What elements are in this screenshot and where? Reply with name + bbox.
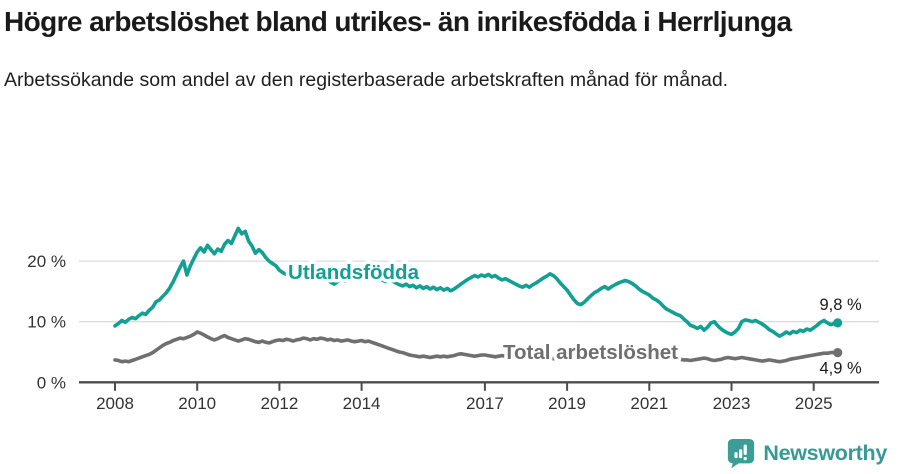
newsworthy-logo-icon bbox=[728, 438, 755, 469]
series-line-0 bbox=[113, 226, 840, 338]
page-title: Högre arbetslöshet bland utrikes- än inr… bbox=[4, 6, 792, 37]
line-chart: 0 % 10 % 20 % 2008 2010 2012 2014 2017 2019 2021 2… bbox=[27, 226, 879, 413]
x-tick-label: 2010 bbox=[178, 394, 216, 413]
x-tick-label: 2021 bbox=[630, 394, 668, 413]
brand-wordmark: Newsworthy bbox=[763, 440, 887, 465]
x-tick-label: 2017 bbox=[466, 394, 504, 413]
brand-footer: Newsworthy bbox=[726, 437, 887, 469]
x-tick-label: 2012 bbox=[260, 394, 298, 413]
x-tick-label: 2019 bbox=[548, 394, 586, 413]
x-tick-label: 2023 bbox=[713, 394, 751, 413]
end-value-label-0: 9,8 % bbox=[819, 296, 862, 314]
y-tick-label: 20 % bbox=[27, 252, 66, 271]
logo-bar-small bbox=[734, 452, 738, 459]
y-tick-label: 10 % bbox=[27, 313, 66, 332]
x-tick-label: 2008 bbox=[96, 394, 134, 413]
x-tick-label: 2025 bbox=[795, 394, 833, 413]
series-label-0: Utlandsfödda bbox=[288, 261, 420, 284]
chart-header: Högre arbetslöshet bland utrikes- än inr… bbox=[4, 4, 890, 95]
chart-subtitle: Arbetssökande som andel av den registerb… bbox=[4, 68, 729, 91]
logo-exclamation-bar bbox=[743, 444, 748, 455]
end-dot-0 bbox=[833, 318, 843, 328]
series-line-1 bbox=[113, 330, 840, 364]
logo-exclamation-dot bbox=[743, 457, 748, 461]
logo-bar-medium bbox=[739, 449, 743, 459]
y-tick-label: 0 % bbox=[37, 373, 66, 392]
end-dot-1 bbox=[833, 348, 843, 358]
end-value-label-1: 4,9 % bbox=[819, 360, 862, 378]
series-label-1: Total arbetslöshet bbox=[503, 341, 678, 364]
x-tick-label: 2014 bbox=[343, 394, 381, 413]
